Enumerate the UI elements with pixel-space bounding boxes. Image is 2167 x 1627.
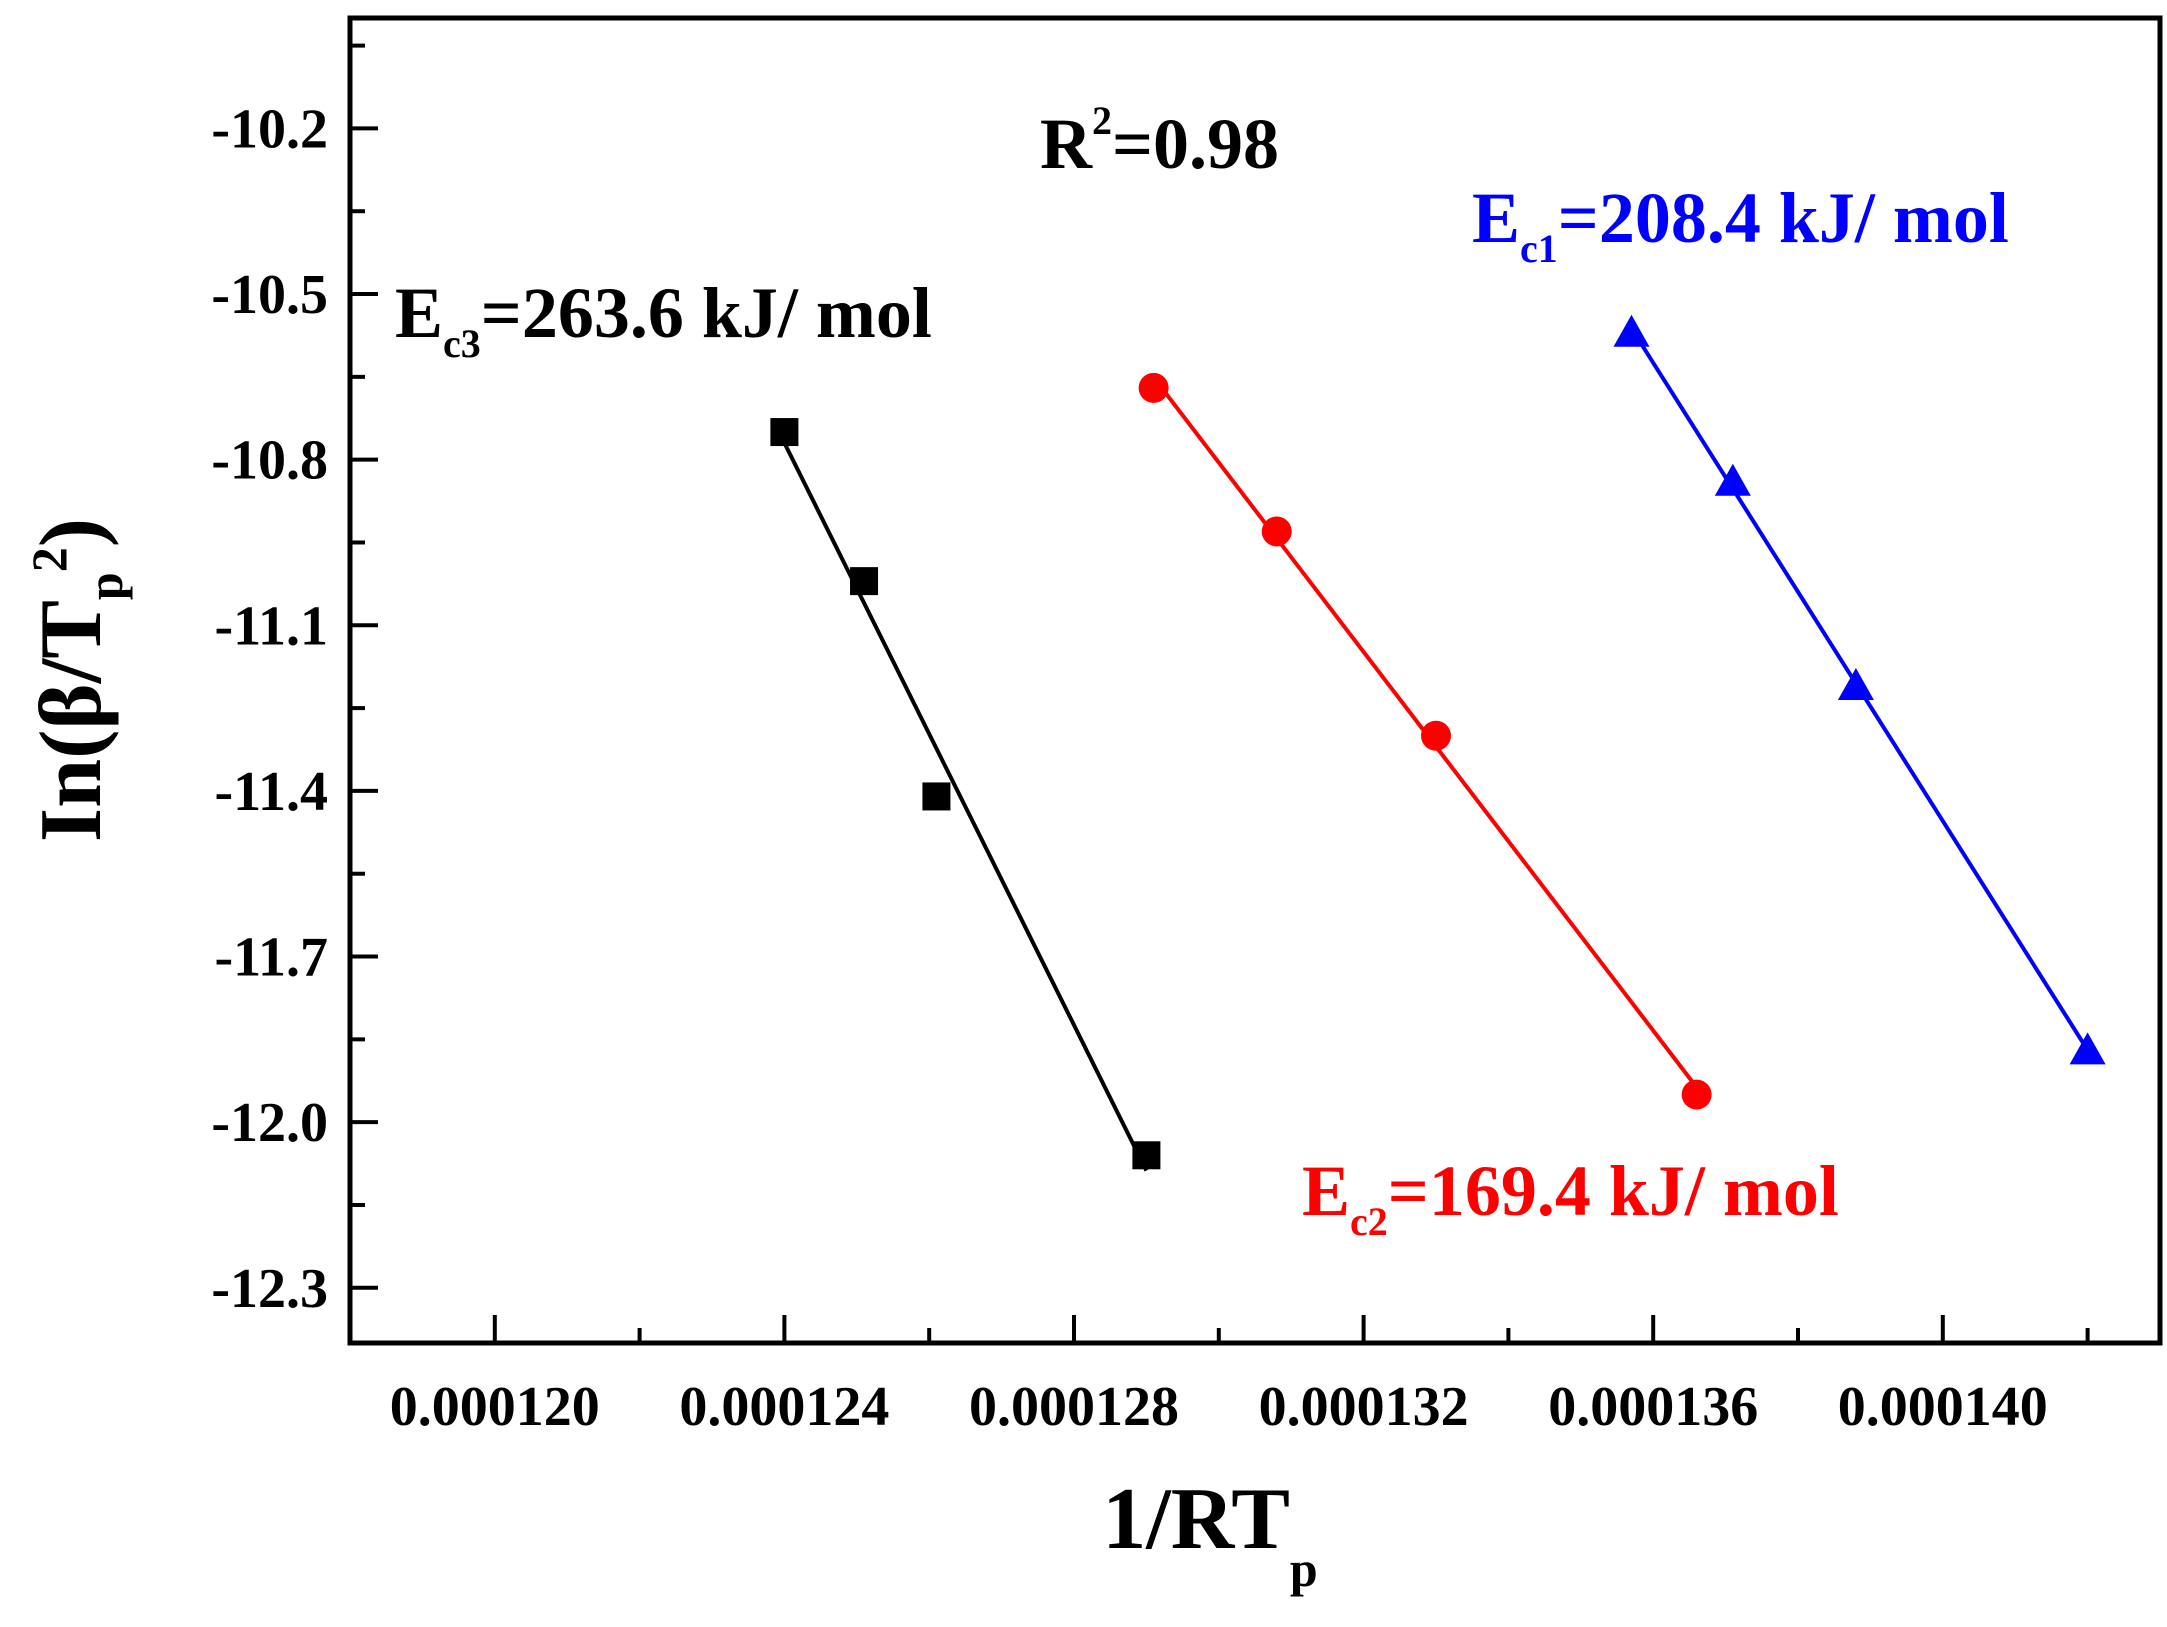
data-point-ec2 [1421, 720, 1451, 751]
y-axis-title: In(β/Tp2) [21, 518, 133, 842]
x-tick-label: 0.000132 [1259, 1376, 1469, 1438]
plot-frame [347, 15, 2163, 1346]
data-point-ec3 [922, 782, 951, 811]
y-tick-label: -12.3 [211, 1258, 328, 1320]
data-point-ec2 [1261, 516, 1292, 547]
y-tick-label: -12.0 [211, 1092, 328, 1154]
annotation-ec2: Ec2=169.4 kJ/ mol [1302, 1151, 1839, 1244]
y-axis-ticks: -10.2 -10.5 -10.8 -11.1 -11.4 -11.7 -12.0 -12.3 [211, 43, 378, 1320]
annotation-r2: R2=0.98 [1040, 98, 1279, 184]
y-tick-label: -10.2 [211, 98, 328, 160]
data-point-ec2 [1681, 1079, 1712, 1110]
data-point-ec1 [1714, 463, 1751, 496]
x-tick-label: 0.000124 [679, 1376, 889, 1438]
data-point-ec1 [2069, 1032, 2106, 1065]
data-point-ec1 [1837, 668, 1874, 701]
data-point-ec1 [1613, 314, 1650, 347]
y-tick-label: -11.7 [214, 927, 328, 989]
y-tick-label: -11.4 [214, 761, 328, 823]
y-tick-label: -11.1 [214, 595, 328, 657]
x-tick-label: 0.000120 [390, 1376, 600, 1438]
x-tick-label: 0.000140 [1838, 1376, 2048, 1438]
x-axis-ticks: 0.000120 0.000124 0.000128 0.000132 0.000136… [390, 1315, 2090, 1438]
data-point-ec3 [770, 418, 799, 447]
data-point-ec3 [1132, 1141, 1161, 1170]
annotation-ec1: Ec1=208.4 kJ/ mol [1472, 178, 2009, 271]
x-tick-label: 0.000136 [1548, 1376, 1758, 1438]
annotation-ec3: Ec3=263.6 kJ/ mol [395, 273, 932, 366]
data-points [770, 314, 2106, 1170]
x-axis-title: 1/RTp [1102, 1471, 1317, 1597]
y-tick-label: -10.5 [211, 264, 328, 326]
data-point-ec2 [1138, 372, 1169, 403]
data-point-ec3 [850, 567, 879, 596]
fit-line-ec3 [782, 441, 1149, 1172]
y-tick-label: -10.8 [211, 430, 328, 492]
x-tick-label: 0.000128 [969, 1376, 1179, 1438]
